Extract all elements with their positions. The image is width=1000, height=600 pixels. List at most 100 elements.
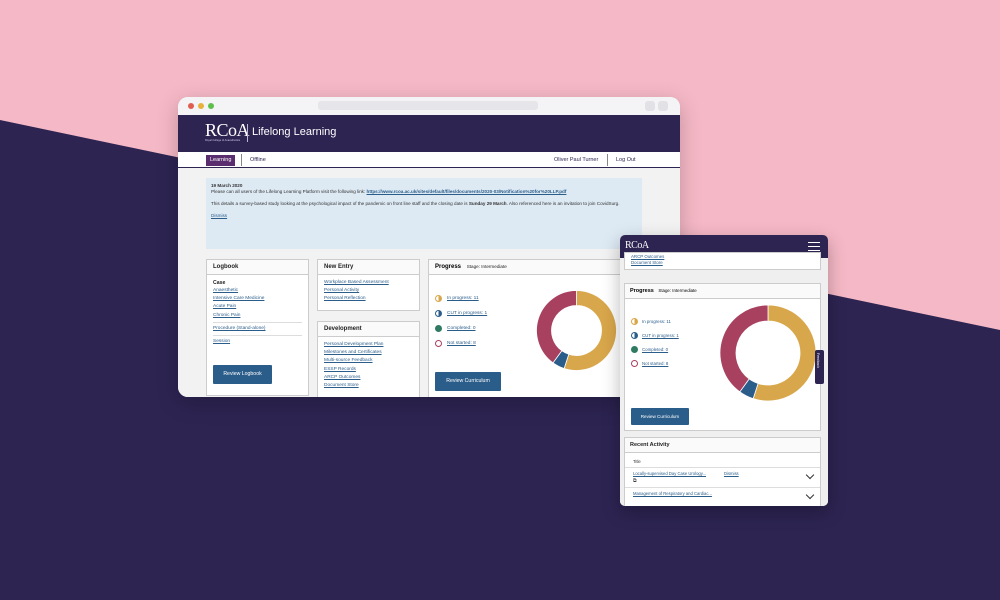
rcoa-logo[interactable]: RCoA <box>625 240 649 251</box>
page-body: 19 March 2020 Please can all users of th… <box>178 168 680 397</box>
browser-button[interactable] <box>645 101 655 111</box>
development-link[interactable]: ESSP Records <box>324 366 356 372</box>
site-title: Lifelong Learning <box>252 126 337 138</box>
progress-title: Progress <box>435 264 462 270</box>
mobile-dev-link[interactable]: ARCP Outcomes <box>631 254 665 259</box>
progress-donut-chart <box>536 290 617 371</box>
maximize-window-button[interactable] <box>208 103 214 109</box>
new-entry-link[interactable]: Workplace Based Assessment <box>324 280 389 285</box>
new-entry-card: New Entry Workplace Based Assessment Per… <box>317 259 420 311</box>
activity-title-link[interactable]: Locally-supervised Day Case Urology... <box>633 471 707 476</box>
notice-deadline: Sunday 29 March <box>468 200 507 206</box>
desktop-browser-window: RCoA Royal College of Anaesthetists Life… <box>178 97 680 397</box>
notice-link[interactable]: https://www.rcoa.ac.uk/sites/default/fil… <box>366 189 567 195</box>
legend-in-progress[interactable]: In progress: 11 <box>447 296 479 301</box>
legend-not-started[interactable]: Not started: 8 <box>642 361 669 366</box>
notice-line2a: This details a survey-based study lookin… <box>211 200 468 206</box>
donut-slice-in-progress <box>752 304 817 402</box>
external-link-icon[interactable]: ⧉ <box>633 478 637 484</box>
logbook-case-link[interactable]: Chronic Pain <box>213 312 241 318</box>
development-link[interactable]: Milestones and Certificates <box>324 350 382 356</box>
recent-activity-title: Recent Activity <box>625 438 820 453</box>
logo-subtitle: Royal College of Anaesthetists <box>205 139 241 142</box>
not-started-icon <box>435 340 442 347</box>
address-bar[interactable] <box>318 101 538 110</box>
chevron-down-icon[interactable] <box>805 470 815 480</box>
mobile-review-curriculum-button[interactable]: Review Curriculum <box>631 408 689 425</box>
table-row: Locally-supervised Day Case Urology... D… <box>625 468 820 488</box>
logbook-card: Logbook Case Anaesthetic Intensive Care … <box>206 259 309 396</box>
divider <box>213 335 302 337</box>
development-title: Development <box>318 322 419 337</box>
notice-line1: Please can all users of the Lifelong Lea… <box>211 189 366 195</box>
development-link[interactable]: ARCP Outcomes <box>324 374 361 380</box>
nav-divider <box>241 154 242 166</box>
in-progress-icon <box>435 295 442 302</box>
legend-cut-in-progress[interactable]: CUT in progress: 1 <box>447 311 488 316</box>
mobile-device-window: RCoA ARCP Outcomes Document Store Progre… <box>620 235 828 506</box>
notice-date: 19 March 2020 <box>211 183 243 188</box>
main-nav: Learning Offline Oliver Paul Turner Log … <box>178 152 680 168</box>
logbook-case-link[interactable]: Intensive Care Medicine <box>213 296 265 302</box>
nav-divider <box>607 154 608 166</box>
procedure-link[interactable]: Procedure (Stand-alone) <box>213 325 266 331</box>
mobile-progress-stage: Stage: Intermediate <box>658 288 697 293</box>
browser-button[interactable] <box>658 101 668 111</box>
dismiss-link[interactable]: Dismiss <box>211 213 228 219</box>
browser-chrome <box>178 97 680 115</box>
feedback-tab[interactable]: Feedback <box>815 350 824 384</box>
notice-line2c: . Also referenced here is an invitation … <box>506 200 620 206</box>
mobile-development-card: ARCP Outcomes Document Store <box>624 252 821 270</box>
legend-cut-in-progress[interactable]: CUT in progress: 1 <box>642 333 679 338</box>
tab-learning[interactable]: Learning <box>206 155 236 166</box>
mobile-body: ARCP Outcomes Document Store Progress St… <box>620 252 828 506</box>
development-link[interactable]: Multi-source Feedback <box>324 358 373 364</box>
mobile-progress-title: Progress <box>630 288 654 294</box>
new-entry-link[interactable]: Personal Reflection <box>324 296 366 302</box>
logbook-case-link[interactable]: Acute Pain <box>213 304 237 310</box>
mobile-progress-donut-chart <box>719 304 817 402</box>
rcoa-logo[interactable]: RCoA <box>205 120 250 140</box>
activity-dismiss-link[interactable]: Dismiss <box>724 471 739 476</box>
review-logbook-button[interactable]: Review Logbook <box>213 365 272 384</box>
minimize-window-button[interactable] <box>198 103 204 109</box>
mobile-progress-card: Progress Stage: Intermediate In progress… <box>624 283 821 431</box>
recent-activity-col-header: Title <box>625 453 820 468</box>
completed-icon <box>631 346 638 353</box>
development-card: Development Personal Development Plan Mi… <box>317 321 420 397</box>
legend-not-started[interactable]: Not started: 8 <box>447 341 476 346</box>
development-link[interactable]: Document Store <box>324 383 359 389</box>
logbook-title: Logbook <box>207 260 308 275</box>
development-link[interactable]: Personal Development Plan <box>324 342 384 347</box>
chevron-down-icon[interactable] <box>805 490 815 500</box>
header-divider <box>247 124 248 142</box>
site-header: RCoA Royal College of Anaesthetists Life… <box>178 115 680 152</box>
user-name-link[interactable]: Oliver Paul Turner <box>554 157 599 163</box>
in-progress-icon <box>631 318 638 325</box>
close-window-button[interactable] <box>188 103 194 109</box>
menu-icon[interactable] <box>808 242 820 251</box>
case-label: Case <box>213 280 226 286</box>
progress-stage: Stage: Intermediate <box>466 264 507 269</box>
mobile-dev-link[interactable]: Document Store <box>631 260 663 265</box>
progress-header: Progress Stage: Intermediate <box>429 260 637 275</box>
notice-text: Please can all users of the Lifelong Lea… <box>211 189 637 195</box>
review-curriculum-button[interactable]: Review Curriculum <box>435 372 501 391</box>
divider <box>213 321 302 323</box>
feedback-tab-label: Feedback <box>816 353 820 368</box>
donut-slice-not-started <box>536 290 577 364</box>
new-entry-title: New Entry <box>318 260 419 275</box>
session-link[interactable]: Session <box>213 339 231 345</box>
logout-link[interactable]: Log Out <box>616 157 636 163</box>
activity-title-link[interactable]: Management of Respiratory and Cardiac... <box>633 491 712 496</box>
legend-completed[interactable]: Completed: 0 <box>642 347 669 352</box>
logbook-case-link[interactable]: Anaesthetic <box>213 288 239 293</box>
donut-slice-not-started <box>719 304 769 393</box>
progress-card: Progress Stage: Intermediate In progress… <box>428 259 638 397</box>
cut-in-progress-icon <box>631 332 638 339</box>
legend-completed[interactable]: Completed: 0 <box>447 326 476 331</box>
new-entry-link[interactable]: Personal Activity <box>324 288 360 294</box>
mobile-progress-header: Progress Stage: Intermediate <box>625 284 820 299</box>
tab-offline[interactable]: Offline <box>250 157 266 163</box>
cut-in-progress-icon <box>435 310 442 317</box>
